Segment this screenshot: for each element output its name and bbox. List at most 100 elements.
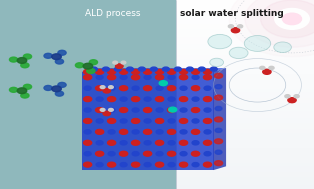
Circle shape — [168, 75, 175, 79]
Circle shape — [138, 67, 145, 71]
Text: solar water splitting: solar water splitting — [181, 9, 284, 19]
Circle shape — [275, 9, 309, 29]
Circle shape — [285, 95, 290, 98]
Circle shape — [162, 67, 169, 71]
Circle shape — [44, 53, 52, 58]
Circle shape — [192, 75, 199, 79]
Circle shape — [260, 66, 265, 70]
Circle shape — [214, 95, 223, 100]
Circle shape — [155, 162, 164, 167]
Circle shape — [204, 86, 211, 90]
Circle shape — [103, 111, 111, 116]
Circle shape — [168, 97, 175, 101]
Circle shape — [120, 141, 127, 145]
Circle shape — [143, 151, 152, 156]
Circle shape — [167, 108, 176, 112]
Circle shape — [84, 130, 91, 134]
Circle shape — [192, 151, 200, 156]
Circle shape — [155, 140, 164, 145]
Circle shape — [192, 129, 200, 134]
Circle shape — [84, 69, 92, 74]
Circle shape — [203, 69, 212, 74]
FancyBboxPatch shape — [82, 72, 214, 170]
Text: ALD process: ALD process — [85, 9, 141, 19]
Circle shape — [156, 130, 163, 134]
Circle shape — [144, 141, 151, 145]
Circle shape — [274, 42, 291, 53]
Circle shape — [169, 107, 177, 112]
Circle shape — [180, 86, 187, 90]
Circle shape — [215, 150, 222, 154]
Circle shape — [108, 86, 115, 90]
Circle shape — [204, 152, 211, 156]
Circle shape — [237, 25, 243, 28]
Circle shape — [120, 151, 128, 156]
Circle shape — [102, 67, 109, 71]
Circle shape — [107, 119, 116, 123]
Circle shape — [210, 67, 217, 71]
Circle shape — [95, 86, 104, 91]
Circle shape — [95, 108, 104, 112]
Circle shape — [192, 163, 199, 167]
Circle shape — [168, 163, 175, 167]
Circle shape — [75, 63, 84, 68]
Circle shape — [90, 67, 97, 71]
Circle shape — [107, 162, 116, 167]
Circle shape — [180, 119, 188, 123]
Circle shape — [215, 106, 222, 111]
Circle shape — [143, 129, 152, 134]
Circle shape — [143, 69, 152, 74]
Circle shape — [180, 97, 188, 101]
Circle shape — [215, 128, 222, 132]
Circle shape — [89, 60, 98, 65]
Circle shape — [21, 93, 29, 98]
Circle shape — [204, 108, 211, 112]
Circle shape — [96, 97, 103, 101]
Circle shape — [23, 84, 32, 89]
Circle shape — [156, 86, 163, 90]
Circle shape — [198, 67, 205, 71]
Circle shape — [103, 88, 111, 93]
Circle shape — [210, 58, 224, 67]
Circle shape — [132, 152, 139, 156]
Circle shape — [192, 108, 200, 112]
Circle shape — [127, 67, 133, 71]
Circle shape — [120, 75, 127, 79]
Circle shape — [107, 69, 116, 74]
Circle shape — [96, 163, 103, 167]
Circle shape — [167, 69, 176, 74]
Circle shape — [231, 28, 240, 33]
Circle shape — [120, 97, 127, 101]
Circle shape — [100, 108, 105, 111]
Circle shape — [180, 140, 188, 145]
Circle shape — [21, 63, 29, 68]
Circle shape — [132, 69, 140, 74]
Circle shape — [96, 141, 103, 145]
Circle shape — [229, 0, 314, 57]
Circle shape — [44, 85, 52, 90]
Circle shape — [214, 161, 223, 166]
Circle shape — [294, 95, 299, 98]
Circle shape — [155, 97, 164, 101]
Circle shape — [100, 86, 105, 89]
Circle shape — [84, 86, 91, 90]
Circle shape — [58, 82, 66, 87]
Circle shape — [132, 86, 139, 90]
Circle shape — [144, 119, 151, 123]
Circle shape — [168, 141, 175, 145]
Circle shape — [84, 140, 92, 145]
Circle shape — [155, 75, 164, 80]
Polygon shape — [214, 68, 226, 170]
Circle shape — [116, 64, 123, 68]
Circle shape — [108, 108, 115, 112]
Circle shape — [84, 97, 92, 101]
Circle shape — [288, 98, 296, 103]
Circle shape — [208, 34, 232, 49]
Circle shape — [192, 119, 199, 123]
Circle shape — [109, 108, 113, 111]
Circle shape — [9, 87, 18, 92]
Circle shape — [52, 54, 61, 60]
Circle shape — [263, 69, 271, 74]
Circle shape — [23, 54, 32, 59]
Circle shape — [17, 88, 27, 94]
